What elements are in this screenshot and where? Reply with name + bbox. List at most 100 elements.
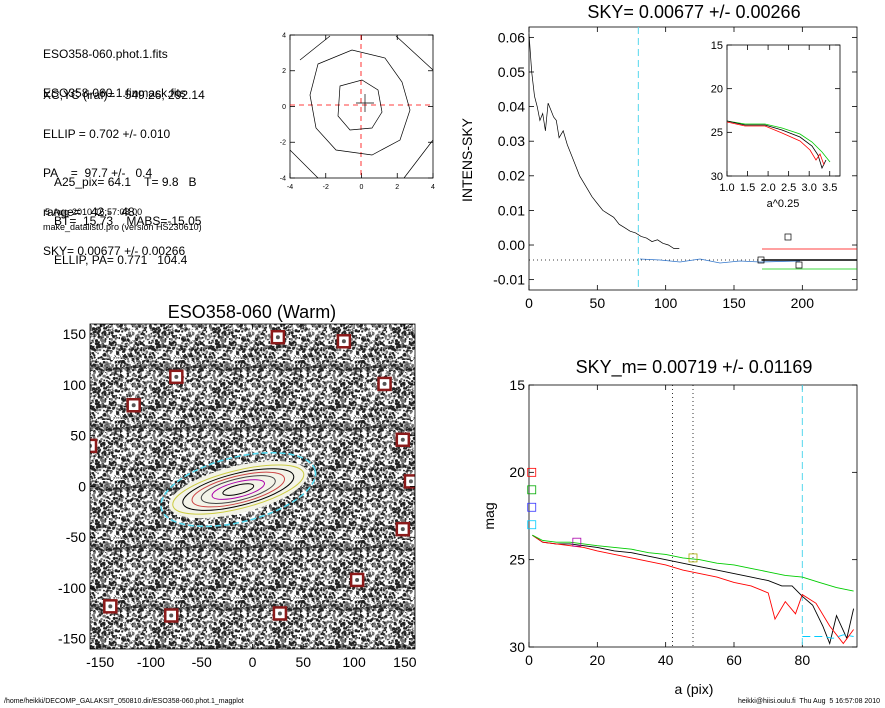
image-xtick-label: 100 (342, 654, 366, 670)
sky-fit-line (639, 258, 801, 264)
mag-ytick-label: 15 (509, 377, 525, 393)
result-a25: A25_pix= 64.1 T= 9.8 B (54, 175, 197, 189)
footer-user: heikki@hiisi.oulu.fi Thu Aug 5 16:57:08 … (737, 698, 880, 705)
contour-panel: -4 -2 0 2 4 4 2 0 -2 -4 (280, 32, 435, 191)
mag-ylabel: mag (481, 502, 497, 529)
inset-xtick-label: 2.5 (781, 182, 796, 194)
inset-ytick-label: 30 (711, 171, 723, 183)
sky-ylabel: INTENS-SKY (459, 117, 475, 202)
mag-xtick-label: 60 (726, 652, 742, 668)
inset-xlabel: a^0.25 (767, 198, 800, 210)
masked-star (174, 374, 179, 379)
contour-level-inner (337, 79, 383, 131)
masked-star (355, 577, 360, 582)
image-xtick-label: -100 (137, 654, 165, 670)
inset-ytick-label: 25 (711, 127, 723, 139)
mag-profile-line (532, 534, 854, 645)
galaxy-isophote (182, 468, 295, 511)
image-ytick-label: -100 (58, 580, 86, 596)
contour-xtick-label: 2 (395, 184, 399, 191)
mag-xlabel: a (pix) (675, 681, 714, 697)
sky-xtick-label: 100 (654, 295, 678, 311)
result-list: A25_pix= 64.1 T= 9.8 B BT= 15.73 MABS=-1… (54, 150, 201, 280)
image-ytick-label: 0 (78, 478, 86, 494)
mag-profile-line (802, 634, 854, 639)
galaxy-isophote (211, 479, 265, 500)
sky-marker-1 (784, 233, 792, 241)
inset-ytick-label: 20 (711, 84, 723, 96)
sky-xtick-label: 150 (722, 295, 746, 311)
contour-ytick-label: -2 (280, 140, 286, 147)
sky-marker-2 (795, 261, 803, 269)
mag-xtick-label: 80 (795, 652, 811, 668)
sky-panel: SKY= 0.00677 +/- 0.00266 INTENS-SKY 0 50 1… (459, 2, 858, 311)
footer-path: /home/heikki/DECOMP_GALAKSIT_050810.dir/… (4, 698, 244, 705)
contour-xtick-label: -4 (287, 184, 293, 191)
sky-ytick-label: 0.01 (498, 202, 525, 218)
masked-star (341, 339, 346, 344)
program-label: make_datalist0.pro (version HS230610) (43, 222, 202, 232)
galaxy-body (168, 460, 308, 519)
sky-title: SKY= 0.00677 +/- 0.00266 (587, 2, 800, 22)
image-title: ESO358-060 (Warm) (168, 302, 336, 322)
galaxy-isophote (222, 483, 255, 496)
mag-marker (527, 467, 537, 477)
sky-ytick-label: 0.02 (498, 168, 525, 184)
galaxy-isophote (160, 451, 317, 528)
image-xtick-label: 50 (295, 654, 311, 670)
galaxy-isophote (200, 475, 276, 504)
masked-star (131, 403, 136, 408)
mag-marker (688, 553, 698, 563)
inset-xtick-label: 3.5 (822, 182, 837, 194)
sky-ytick-label: 0.06 (498, 29, 525, 45)
result-ellip-pa: ELLIP, PA= 0.771 104.4 (54, 253, 188, 267)
mag-xtick-label: 0 (525, 652, 533, 668)
masked-star (275, 335, 280, 340)
image-ytick-label: 100 (63, 377, 87, 393)
inset-curve-black (726, 120, 827, 170)
masked-star (408, 479, 413, 484)
masked-star (400, 437, 405, 442)
param-sky: SKY= 0.00677 +/- 0.00266 (43, 244, 186, 258)
sky-inset: 1.0 1.5 2.0 2.5 3.0 3.5 15 20 25 30 a^0.25 (711, 40, 841, 210)
contour-xtick-label: 0 (360, 184, 364, 191)
image-xtick-label: 150 (393, 654, 417, 670)
mag-ytick-label: 30 (509, 639, 525, 655)
param-pa: PA = 97.7 +/- 0.4 (43, 166, 153, 180)
sky-frame (528, 26, 858, 291)
mag-title: SKY_m= 0.00719 +/- 0.01169 (576, 357, 813, 378)
contour-ytick-label: 4 (282, 32, 286, 39)
masked-star (90, 443, 92, 448)
image-xtick-label: -150 (86, 654, 114, 670)
masked-star (382, 381, 387, 386)
galaxy-isophote (172, 464, 305, 515)
galaxy-isophotes (160, 451, 317, 528)
inset-frame (726, 44, 841, 177)
param-ellip: ELLIP = 0.702 +/- 0.010 (43, 127, 171, 141)
masked-star (108, 604, 113, 609)
result-bt: BT= 15.73 MABS=-15.05 (54, 214, 202, 228)
inset-ytick-label: 15 (711, 40, 723, 52)
masked-star (169, 613, 174, 618)
image-ytick-label: 50 (70, 428, 86, 444)
masked-star (277, 611, 282, 616)
sky-profile-line (528, 33, 680, 249)
image-xtick-label: -50 (192, 654, 212, 670)
sky-xtick-label: 0 (525, 295, 533, 311)
sky-xtick-label: 200 (791, 295, 815, 311)
contour-ytick-label: 0 (282, 104, 286, 111)
timestamp-label: 5-Aug-2010 16:57:08.00 (45, 207, 143, 217)
mag-ytick-label: 25 (509, 552, 525, 568)
mag-ytick-label: 20 (509, 464, 525, 480)
image-ytick-label: -150 (58, 631, 86, 647)
contour-xtick-label: 4 (431, 184, 435, 191)
contour-xtick-label: -2 (323, 184, 329, 191)
sky-ytick-label: 0.04 (498, 98, 525, 114)
file-phot: ESO358-060.phot.1.fits (43, 47, 168, 61)
contour-level-outer (289, 35, 434, 179)
contour-level-middle (309, 49, 411, 156)
mag-profile-line (532, 534, 855, 645)
sky-ytick-label: -0.01 (493, 272, 525, 288)
contour-ytick-label: 2 (282, 68, 286, 75)
